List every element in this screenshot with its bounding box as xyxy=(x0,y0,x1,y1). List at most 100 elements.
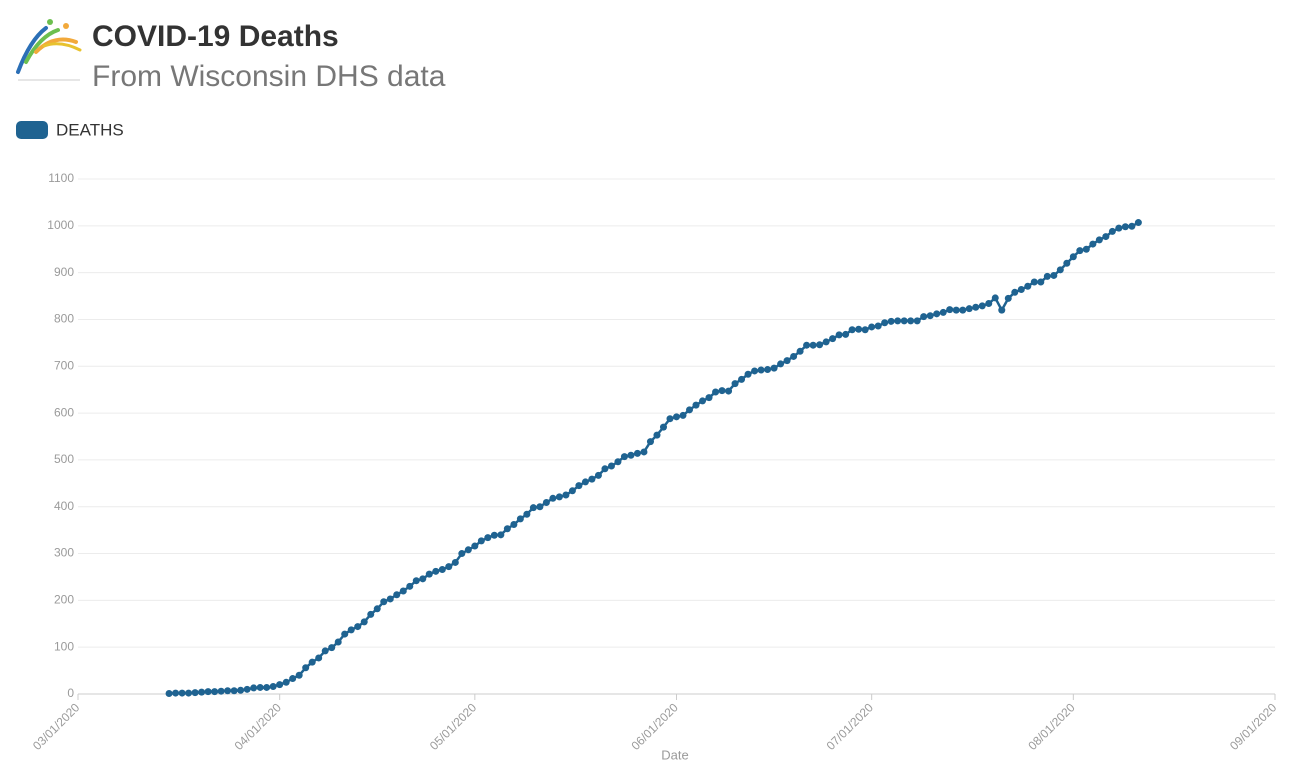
point xyxy=(282,678,290,686)
point xyxy=(1024,282,1032,290)
point xyxy=(939,308,947,316)
point xyxy=(516,515,524,523)
point xyxy=(1056,266,1064,274)
point xyxy=(217,687,225,695)
point xyxy=(354,623,362,631)
point xyxy=(529,504,537,512)
point xyxy=(881,319,889,327)
point xyxy=(1076,247,1084,255)
point xyxy=(198,688,206,696)
point xyxy=(185,689,193,697)
point xyxy=(627,451,635,459)
point xyxy=(315,654,323,662)
point xyxy=(581,478,589,486)
point xyxy=(790,352,798,360)
point xyxy=(523,510,531,518)
point xyxy=(933,310,941,318)
point xyxy=(308,658,316,666)
point xyxy=(393,591,401,599)
point xyxy=(295,671,303,679)
point xyxy=(744,370,752,378)
point xyxy=(822,338,830,346)
point xyxy=(386,595,394,603)
point xyxy=(835,331,843,339)
point xyxy=(250,684,258,692)
point xyxy=(211,688,219,696)
point xyxy=(341,630,349,638)
x-tick-label: 05/01/2020 xyxy=(427,700,480,753)
y-tick-label: 1100 xyxy=(48,171,74,185)
point xyxy=(321,647,329,655)
point xyxy=(256,683,264,691)
point xyxy=(1069,253,1077,261)
point xyxy=(601,465,609,473)
point xyxy=(874,322,882,330)
y-tick-label: 400 xyxy=(54,499,74,513)
point xyxy=(1082,245,1090,253)
point xyxy=(985,300,993,308)
y-tick-label: 800 xyxy=(54,312,74,326)
point xyxy=(920,313,928,321)
point xyxy=(998,306,1006,314)
point xyxy=(913,317,921,325)
point xyxy=(419,575,427,583)
point xyxy=(302,664,310,672)
point xyxy=(1128,222,1136,230)
point xyxy=(809,341,817,349)
y-tick-label: 0 xyxy=(67,686,74,700)
point xyxy=(659,423,667,431)
point xyxy=(1030,278,1038,286)
point xyxy=(725,387,733,395)
point xyxy=(243,685,251,693)
x-tick-label: 08/01/2020 xyxy=(1025,700,1078,753)
point xyxy=(438,565,446,573)
y-tick-label: 1000 xyxy=(47,218,74,232)
point xyxy=(464,546,472,554)
y-tick-label: 500 xyxy=(54,452,74,466)
point xyxy=(347,626,355,634)
chart-subtitle: From Wisconsin DHS data xyxy=(92,60,446,93)
point xyxy=(705,394,713,402)
point xyxy=(972,303,980,311)
point xyxy=(959,306,967,314)
point xyxy=(1063,259,1071,267)
point xyxy=(445,563,453,571)
point xyxy=(1017,285,1025,293)
point xyxy=(1043,272,1051,280)
point xyxy=(380,598,388,606)
point xyxy=(946,306,954,314)
point xyxy=(594,471,602,479)
point xyxy=(699,397,707,405)
point xyxy=(816,341,824,349)
point xyxy=(269,683,277,691)
point xyxy=(887,317,895,325)
point xyxy=(399,587,407,595)
point xyxy=(263,683,271,691)
point xyxy=(334,638,342,646)
point xyxy=(640,448,648,456)
point xyxy=(549,494,557,502)
point xyxy=(373,605,381,613)
point xyxy=(829,335,837,343)
x-tick-label: 06/01/2020 xyxy=(628,700,681,753)
point xyxy=(965,305,973,313)
point xyxy=(907,317,915,325)
point xyxy=(497,531,505,539)
point xyxy=(679,411,687,419)
point xyxy=(406,582,414,590)
point xyxy=(367,610,375,618)
point xyxy=(614,458,622,466)
point xyxy=(1050,271,1058,279)
point xyxy=(471,542,479,550)
point xyxy=(848,326,856,334)
x-tick-label: 07/01/2020 xyxy=(824,700,877,753)
point xyxy=(764,366,772,374)
point xyxy=(1004,294,1012,302)
point xyxy=(503,525,511,533)
logo xyxy=(16,19,82,81)
point xyxy=(237,686,245,694)
point xyxy=(868,323,876,331)
y-tick-label: 700 xyxy=(54,358,74,372)
point xyxy=(633,449,641,457)
point xyxy=(978,302,986,310)
